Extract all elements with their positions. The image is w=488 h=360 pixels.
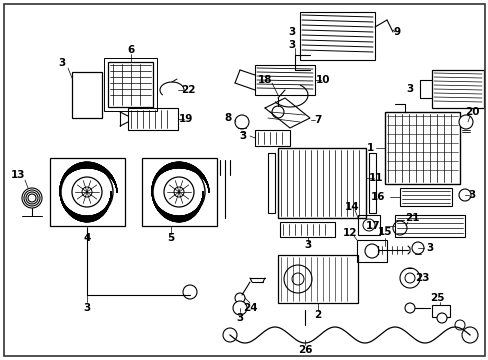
Circle shape <box>364 244 378 258</box>
Circle shape <box>458 189 470 201</box>
Text: 22: 22 <box>181 85 195 95</box>
Circle shape <box>291 273 304 285</box>
Circle shape <box>232 301 246 315</box>
Circle shape <box>404 303 414 313</box>
Bar <box>278 148 365 218</box>
Bar <box>104 58 157 111</box>
Text: 3: 3 <box>468 190 475 200</box>
Circle shape <box>399 268 419 288</box>
Bar <box>394 215 464 237</box>
Text: 24: 24 <box>242 303 257 313</box>
Circle shape <box>362 219 374 231</box>
Text: 14: 14 <box>344 202 359 212</box>
Circle shape <box>223 328 237 342</box>
Text: 12: 12 <box>342 228 357 238</box>
Bar <box>280 222 334 237</box>
Bar <box>50 158 125 226</box>
Text: 26: 26 <box>297 345 312 355</box>
Circle shape <box>461 327 477 343</box>
Text: 10: 10 <box>315 75 329 85</box>
Circle shape <box>411 242 423 254</box>
Text: 3: 3 <box>406 84 413 94</box>
Text: 9: 9 <box>393 27 400 37</box>
Bar <box>108 62 153 107</box>
Circle shape <box>235 115 248 129</box>
Bar <box>384 112 459 184</box>
Circle shape <box>458 115 472 129</box>
Bar <box>357 215 379 235</box>
Bar <box>72 72 102 118</box>
Bar <box>254 65 314 95</box>
Bar <box>356 240 386 262</box>
Text: 13: 13 <box>11 170 25 180</box>
Bar <box>278 255 357 303</box>
Circle shape <box>153 166 204 218</box>
Text: 17: 17 <box>365 221 380 231</box>
Circle shape <box>404 273 414 283</box>
Text: 3: 3 <box>239 131 246 141</box>
Text: 19: 19 <box>179 114 193 124</box>
Circle shape <box>454 320 464 330</box>
Text: 18: 18 <box>257 75 272 85</box>
Text: 2: 2 <box>314 310 321 320</box>
Bar <box>128 108 178 130</box>
Bar <box>254 130 289 146</box>
Bar <box>399 188 451 206</box>
Circle shape <box>72 177 102 207</box>
Circle shape <box>284 265 311 293</box>
Circle shape <box>235 293 244 303</box>
Text: 8: 8 <box>224 113 231 123</box>
Circle shape <box>82 187 92 197</box>
Circle shape <box>436 313 446 323</box>
Text: 3: 3 <box>58 58 65 68</box>
Text: 23: 23 <box>414 273 428 283</box>
Text: 16: 16 <box>370 192 385 202</box>
Text: 3: 3 <box>236 313 243 323</box>
Text: 3: 3 <box>288 40 295 50</box>
Bar <box>299 12 374 60</box>
Text: 3: 3 <box>303 240 310 250</box>
Text: 25: 25 <box>429 293 443 303</box>
Circle shape <box>183 285 197 299</box>
Circle shape <box>174 187 183 197</box>
Text: 7: 7 <box>314 115 321 125</box>
Bar <box>267 153 274 213</box>
Text: 3: 3 <box>83 303 90 313</box>
Text: 3: 3 <box>426 243 433 253</box>
Text: 15: 15 <box>377 227 391 237</box>
Text: 3: 3 <box>288 27 295 37</box>
Text: 20: 20 <box>464 107 478 117</box>
Text: 4: 4 <box>83 233 90 243</box>
Text: 21: 21 <box>404 213 418 223</box>
Bar <box>431 70 483 108</box>
Bar <box>142 158 217 226</box>
Text: 1: 1 <box>366 143 373 153</box>
Text: 11: 11 <box>368 173 383 183</box>
Circle shape <box>271 106 284 118</box>
Bar <box>431 305 449 317</box>
Circle shape <box>392 221 406 235</box>
Circle shape <box>163 177 194 207</box>
Text: 5: 5 <box>167 233 174 243</box>
Text: 6: 6 <box>126 45 134 55</box>
Bar <box>368 153 375 213</box>
Circle shape <box>61 166 113 218</box>
